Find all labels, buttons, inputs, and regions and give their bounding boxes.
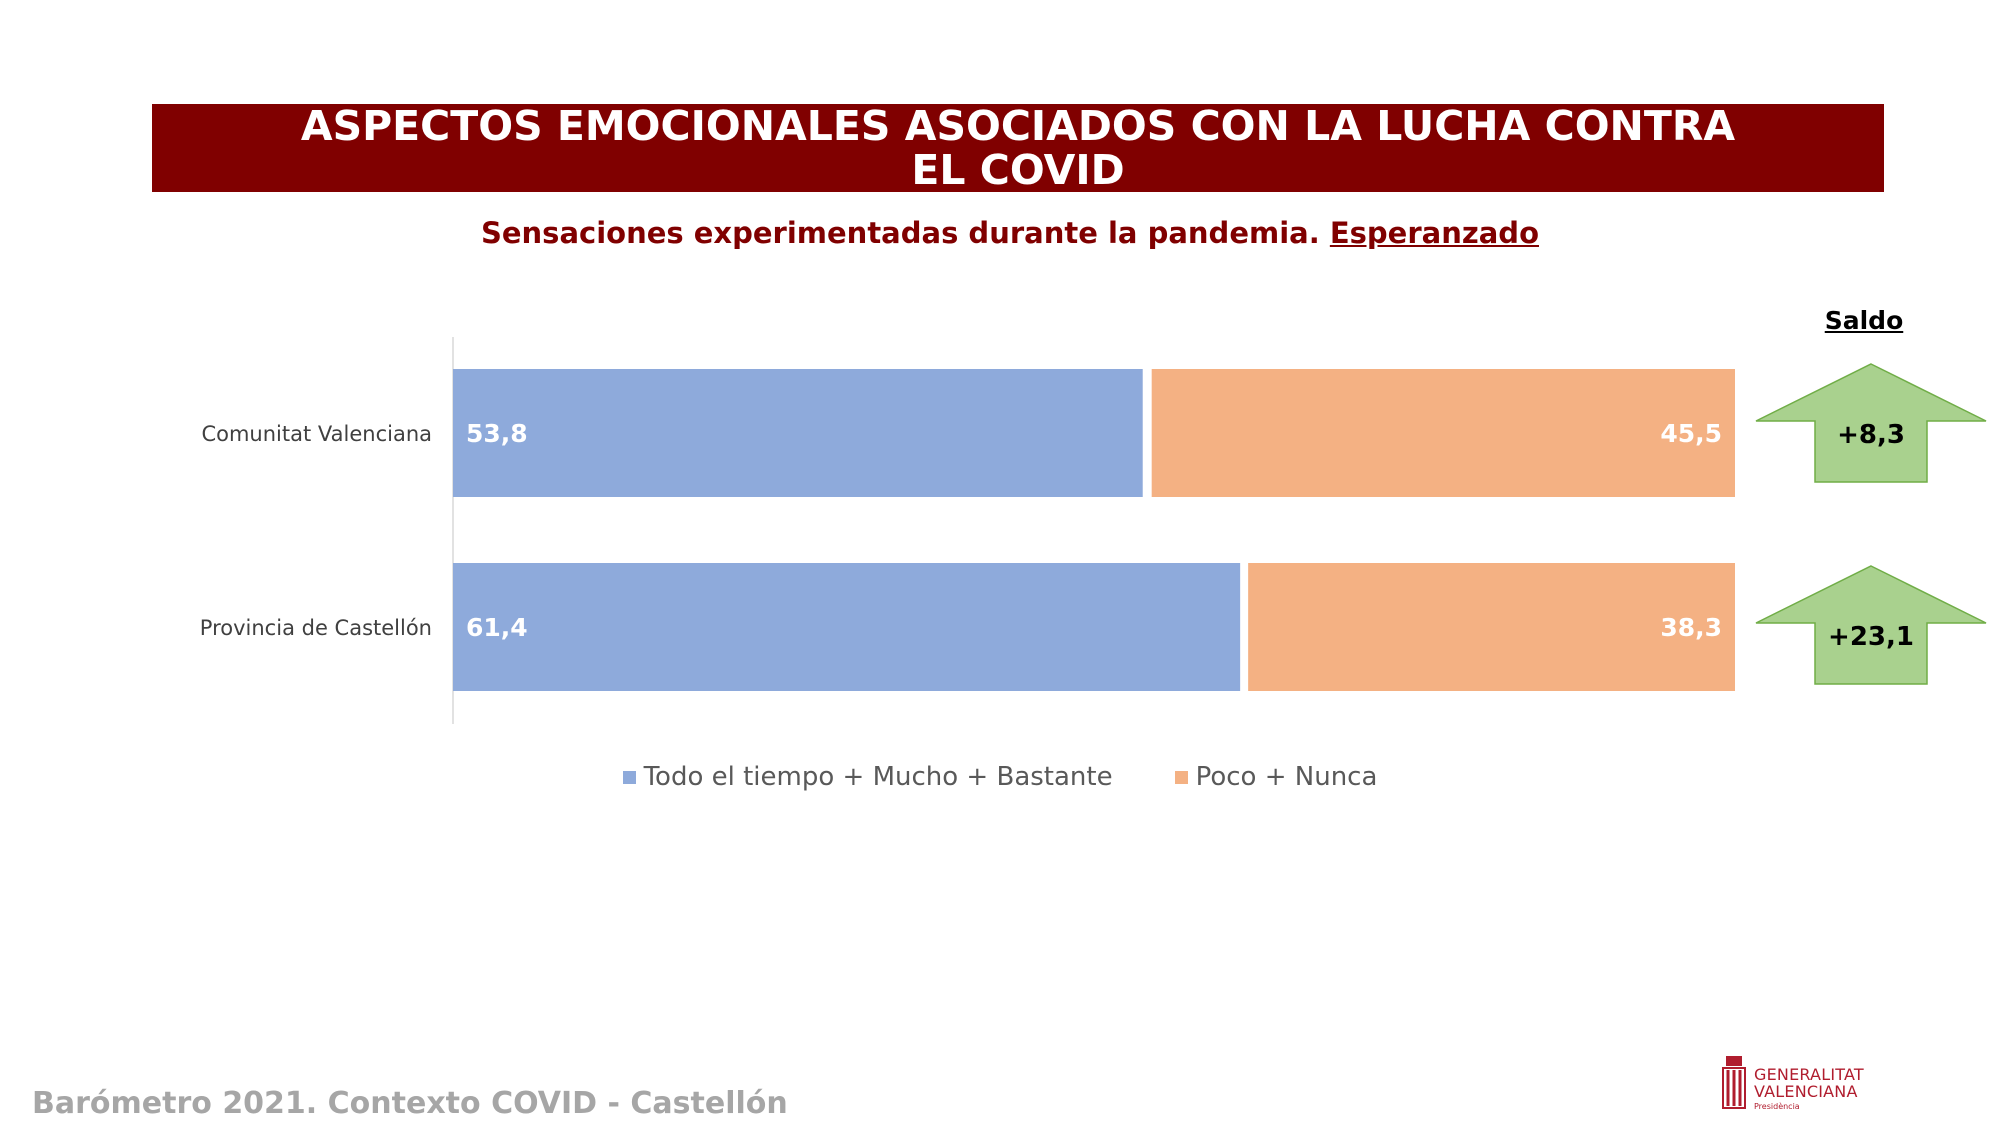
legend-item-negative: Poco + Nunca bbox=[1174, 762, 1378, 792]
saldo-header: Saldo bbox=[1824, 306, 1904, 335]
data-label-negative: 45,5 bbox=[1660, 419, 1722, 448]
chart-legend: Todo el tiempo + Mucho + Bastante Poco +… bbox=[0, 762, 2000, 792]
legend-swatch-positive bbox=[622, 770, 636, 784]
logo-subtitle: Presidència bbox=[1754, 1102, 1800, 1111]
legend-label-positive: Todo el tiempo + Mucho + Bastante bbox=[643, 762, 1113, 792]
generalitat-logo: GENERALITAT VALENCIANA Presidència bbox=[1720, 1052, 1870, 1114]
logo-wordmark: GENERALITAT VALENCIANA bbox=[1754, 1066, 1864, 1100]
bar-positive bbox=[453, 369, 1143, 497]
subtitle-prefix: Sensaciones experimentadas durante la pa… bbox=[480, 216, 1320, 250]
legend-swatch-negative bbox=[1174, 770, 1188, 784]
footer-source: Barómetro 2021. Contexto COVID - Castell… bbox=[32, 1086, 788, 1121]
data-label-positive: 53,8 bbox=[466, 419, 528, 448]
saldo-arrow-0: +8,3 bbox=[1753, 362, 1989, 484]
arrow-up-icon bbox=[1755, 565, 1987, 685]
subtitle-emphasis: Esperanzado bbox=[1329, 216, 1539, 250]
logo-line2: VALENCIANA bbox=[1754, 1082, 1858, 1101]
saldo-value: +23,1 bbox=[1828, 622, 1914, 652]
legend-item-positive: Todo el tiempo + Mucho + Bastante bbox=[622, 762, 1113, 792]
bar-positive bbox=[453, 563, 1241, 691]
category-label: Provincia de Castellón bbox=[200, 616, 432, 640]
logo-line1: GENERALITAT bbox=[1754, 1065, 1864, 1084]
coat-of-arms-icon bbox=[1722, 1056, 1746, 1109]
bar-negative bbox=[1151, 369, 1735, 497]
arrow-up-icon bbox=[1755, 363, 1987, 483]
saldo-arrow-1: +23,1 bbox=[1753, 564, 1989, 686]
legend-label-negative: Poco + Nunca bbox=[1195, 762, 1378, 792]
bar-negative bbox=[1248, 563, 1735, 691]
saldo-value: +8,3 bbox=[1837, 420, 1905, 450]
data-label-negative: 38,3 bbox=[1660, 613, 1722, 642]
category-label: Comunitat Valenciana bbox=[201, 422, 432, 446]
page-title: ASPECTOS EMOCIONALES ASOCIADOS CON LA LU… bbox=[152, 104, 1884, 192]
chart-subtitle: Sensaciones experimentadas durante la pa… bbox=[0, 216, 2000, 250]
data-label-positive: 61,4 bbox=[466, 613, 528, 642]
